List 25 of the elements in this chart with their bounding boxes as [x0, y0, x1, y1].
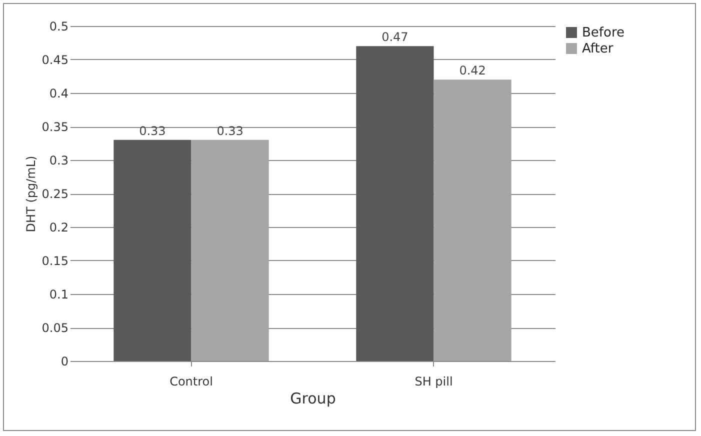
data-label: 0.42 — [459, 64, 486, 78]
y-tick-label: 0 — [60, 354, 68, 368]
y-tick-label: 0.35 — [42, 120, 68, 134]
y-tick-label: 0.45 — [42, 53, 68, 67]
bar — [191, 140, 269, 361]
bar — [434, 80, 512, 361]
y-tick-label: 0.1 — [49, 288, 68, 302]
legend-label: Before — [582, 26, 625, 40]
y-tick-label: 0.5 — [49, 20, 68, 34]
data-label: 0.47 — [382, 30, 408, 44]
y-tick-label: 0.2 — [49, 220, 68, 234]
data-label: 0.33 — [216, 124, 244, 138]
data-label: 0.33 — [139, 124, 166, 138]
legend-label: After — [582, 42, 614, 56]
y-tick-label: 0.05 — [42, 321, 68, 335]
x-axis-title: Group — [290, 390, 336, 408]
y-tick-label: 0.15 — [42, 254, 68, 268]
y-axis-title: DHT (pg/mL) — [24, 156, 38, 232]
y-tick-label: 0.25 — [42, 187, 68, 201]
bar — [356, 46, 434, 361]
y-tick-label: 0.4 — [49, 86, 68, 100]
y-tick-label: 0.3 — [49, 154, 68, 168]
x-tick-label: Control — [170, 374, 213, 388]
x-tick-label: SH pill — [414, 374, 453, 388]
bar — [114, 140, 192, 361]
